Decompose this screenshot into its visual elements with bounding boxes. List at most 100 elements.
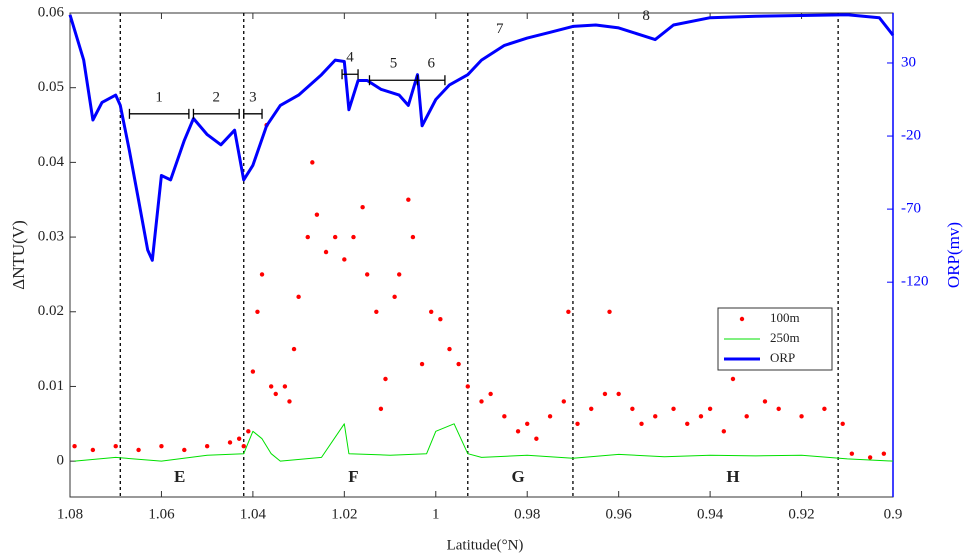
segment-label: 2: [213, 89, 221, 105]
data-point: [849, 451, 855, 456]
data-point: [488, 391, 493, 397]
data-point: [255, 309, 260, 314]
data-point: [250, 369, 256, 374]
x-tick-label: 1.08: [57, 506, 83, 522]
y2-axis-label: ORP(mv): [944, 222, 963, 288]
y-tick-label: 0.05: [38, 79, 64, 95]
legend-swatch: [739, 316, 745, 322]
data-point: [502, 414, 507, 419]
data-point: [383, 376, 388, 382]
data-point: [515, 429, 521, 434]
data-point: [268, 384, 274, 389]
data-point: [351, 234, 356, 240]
data-point: [776, 406, 781, 412]
x-tick-label: 0.98: [514, 506, 540, 522]
data-point: [438, 317, 443, 322]
data-point: [323, 249, 329, 255]
data-point: [840, 421, 845, 427]
data-point: [246, 429, 251, 434]
data-point: [90, 447, 96, 453]
data-point: [392, 294, 397, 300]
data-point: [616, 391, 621, 397]
annotation: 8: [642, 8, 650, 24]
data-point: [465, 384, 470, 389]
data-point: [653, 414, 658, 419]
x-tick-label: 1.02: [331, 506, 357, 522]
annotation: F: [348, 467, 358, 486]
data-point: [607, 309, 612, 314]
data-point: [259, 272, 265, 277]
data-point: [342, 257, 347, 262]
y2-tick-label: -70: [901, 201, 921, 217]
data-point: [397, 272, 402, 277]
data-point: [113, 444, 118, 449]
data-point: [72, 444, 77, 449]
data-point: [799, 414, 804, 419]
data-point: [296, 294, 301, 300]
segment-label: 6: [427, 56, 435, 72]
legend-label: ORP: [770, 350, 795, 365]
data-point: [822, 406, 827, 412]
x-tick-label: 1: [432, 506, 440, 522]
data-point: [182, 447, 187, 453]
data-point: [881, 451, 887, 456]
data-point: [236, 436, 242, 441]
data-point: [547, 414, 553, 419]
data-line: [74, 423, 894, 462]
x-tick-label: 0.96: [606, 506, 633, 522]
data-point: [273, 391, 278, 397]
y-tick-label: 0.02: [38, 303, 64, 319]
data-point: [456, 361, 461, 367]
y-tick-label: 0.06: [38, 4, 65, 20]
data-point: [287, 399, 292, 404]
data-point: [744, 414, 749, 419]
data-point: [406, 197, 411, 202]
x-tick-label: 0.94: [697, 506, 724, 522]
data-point: [159, 444, 164, 449]
legend-label: 100m: [770, 310, 800, 325]
data-point: [566, 309, 571, 314]
data-point: [639, 421, 644, 427]
y2-tick-label: -20: [901, 127, 921, 143]
annotation: G: [511, 467, 524, 486]
data-point: [730, 376, 736, 382]
data-point: [534, 436, 539, 441]
annotation: 7: [496, 21, 504, 37]
data-point: [241, 444, 246, 449]
y-tick-label: 0: [57, 453, 65, 469]
y-tick-label: 0.03: [38, 229, 64, 245]
x-tick-label: 1.04: [240, 506, 267, 522]
legend-label: 250m: [770, 330, 800, 345]
data-point: [410, 234, 416, 240]
data-point: [310, 160, 315, 165]
data-point: [698, 414, 704, 419]
data-point: [227, 440, 233, 445]
data-point: [721, 429, 727, 434]
data-point: [374, 309, 379, 314]
data-point: [291, 346, 297, 352]
data-point: [429, 309, 434, 314]
x-tick-label: 0.92: [788, 506, 814, 522]
x-axis-label: Latitude(°N): [447, 537, 524, 553]
data-point: [685, 421, 690, 427]
y-tick-label: 0.01: [38, 378, 64, 394]
data-point: [364, 272, 370, 277]
x-tick-label: 0.9: [884, 506, 903, 522]
segment-label: 1: [155, 89, 163, 105]
y-tick-label: 0.04: [38, 154, 65, 170]
data-point: [525, 421, 530, 427]
data-point: [305, 234, 310, 240]
data-point: [707, 406, 713, 412]
data-point: [671, 406, 676, 412]
annotation: H: [726, 467, 739, 486]
data-point: [282, 384, 288, 389]
segment-label: 4: [346, 50, 354, 66]
data-point: [447, 346, 452, 352]
data-point: [561, 399, 566, 404]
data-point: [332, 234, 338, 240]
y-axis-label: ΔNTU(V): [9, 220, 28, 289]
data-point: [136, 447, 141, 453]
y2-tick-label: 30: [901, 54, 916, 70]
x-tick-label: 1.06: [148, 506, 175, 522]
